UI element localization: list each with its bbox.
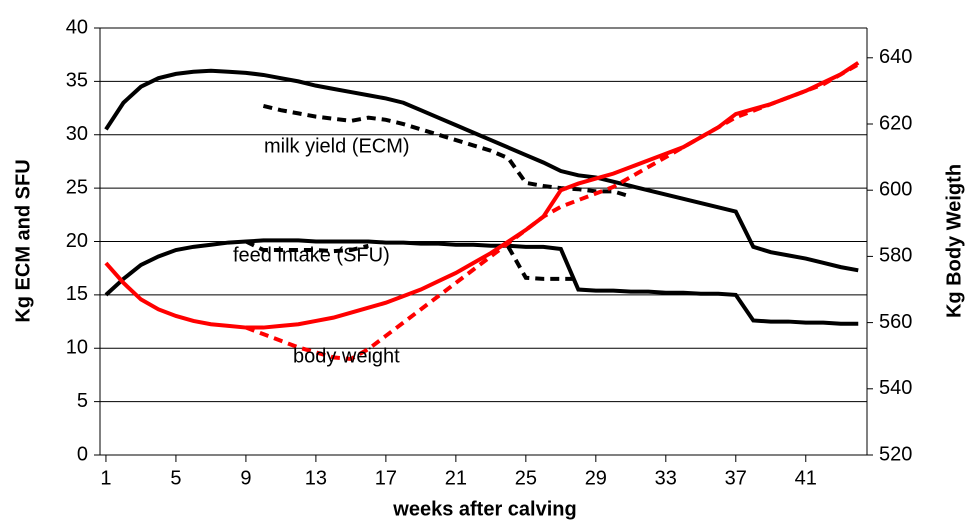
x-tick-label: 9 (240, 467, 251, 489)
y2-tick-label: 580 (879, 245, 912, 267)
line (245, 62, 860, 362)
x-tick-label: 41 (795, 467, 817, 489)
y2-tick-label: 540 (879, 377, 912, 399)
annotation: milk yield (ECM) (264, 135, 410, 157)
line (262, 103, 632, 199)
y-tick-label: 15 (66, 283, 88, 305)
x-tick-label: 17 (375, 467, 397, 489)
line (104, 238, 859, 326)
x-tick-label: 33 (655, 467, 677, 489)
y-tick-label: 10 (66, 337, 88, 359)
x-tick-label: 13 (305, 467, 327, 489)
x-axis-title: weeks after calving (392, 498, 576, 520)
y2-tick-label: 600 (879, 178, 912, 200)
line (104, 68, 859, 273)
annotation: feed intake (SFU) (233, 244, 390, 266)
y-tick-label: 0 (77, 443, 88, 465)
y-tick-label: 30 (66, 123, 88, 145)
y-tick-label: 5 (77, 390, 88, 412)
y-tick-label: 40 (66, 16, 88, 38)
x-tick-label: 5 (170, 467, 181, 489)
y2-tick-label: 640 (879, 46, 912, 68)
y2-axis-title: Kg Body Weigth (943, 164, 965, 318)
x-tick-label: 1 (100, 467, 111, 489)
line (245, 239, 579, 281)
x-tick-label: 21 (445, 467, 467, 489)
annotation: body weight (293, 345, 400, 367)
y-tick-label: 35 (66, 70, 88, 92)
x-tick-label: 37 (725, 467, 747, 489)
line (104, 61, 860, 330)
y-tick-label: 25 (66, 176, 88, 198)
y2-tick-label: 560 (879, 311, 912, 333)
x-tick-label: 25 (515, 467, 537, 489)
y2-tick-label: 620 (879, 112, 912, 134)
y-tick-label: 20 (66, 230, 88, 252)
x-tick-label: 29 (585, 467, 607, 489)
y2-tick-label: 520 (879, 443, 912, 465)
y-axis-title: Kg ECM and SFU (12, 159, 34, 322)
